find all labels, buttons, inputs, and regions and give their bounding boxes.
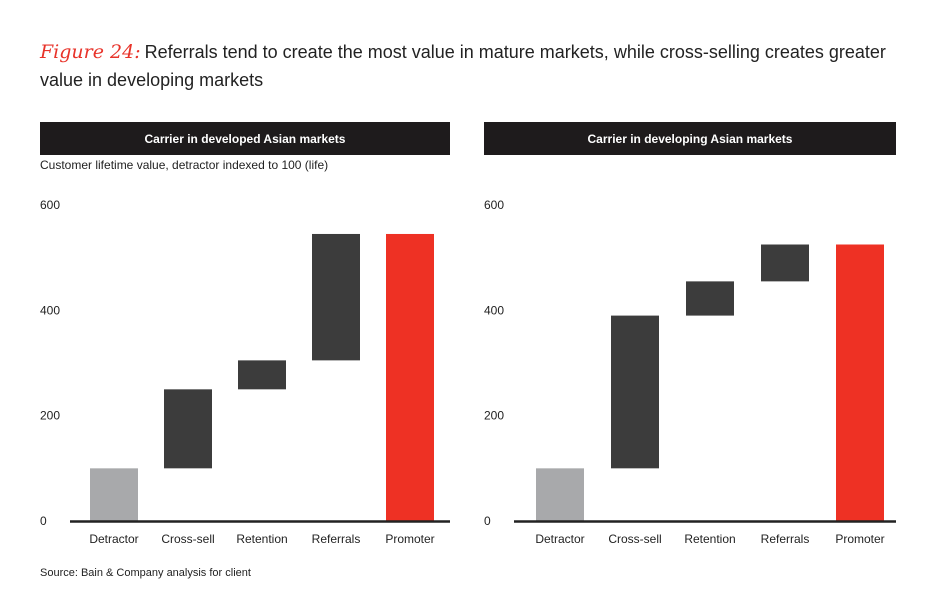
left-y-tick-label: 400	[40, 303, 60, 317]
figure-title: Figure 24: Referrals tend to create the m…	[40, 38, 920, 94]
left-bar-promoter	[386, 233, 434, 521]
left-x-tick-label: Cross-sell	[161, 532, 214, 546]
left-bar-detractor	[90, 468, 138, 521]
source-note: Source: Bain & Company analysis for clie…	[40, 567, 251, 579]
right-panel-header: Carrier in developing Asian markets	[484, 122, 896, 155]
left-x-tick-label: Detractor	[89, 532, 138, 546]
figure-title-text: Referrals tend to create the most value …	[40, 42, 886, 90]
left-y-tick-label: 600	[40, 198, 60, 212]
y-axis-subtitle: Customer lifetime value, detractor index…	[40, 158, 329, 172]
left-bar-cross-sell	[164, 389, 212, 469]
figure-label: Figure 24:	[40, 41, 141, 63]
left-bar-referrals	[312, 233, 360, 361]
left-y-tick-label: 200	[40, 409, 60, 423]
left-bar-retention	[238, 360, 286, 390]
left-panel-header: Carrier in developed Asian markets	[40, 122, 450, 155]
left-x-tick-label: Promoter	[385, 532, 434, 546]
right-panel-title: Carrier in developing Asian markets	[587, 131, 793, 146]
left-panel-title: Carrier in developed Asian markets	[144, 131, 346, 146]
left-x-tick-label: Retention	[236, 532, 287, 546]
left-y-tick-label: 0	[40, 514, 47, 528]
left-x-tick-label: Referrals	[312, 532, 361, 546]
